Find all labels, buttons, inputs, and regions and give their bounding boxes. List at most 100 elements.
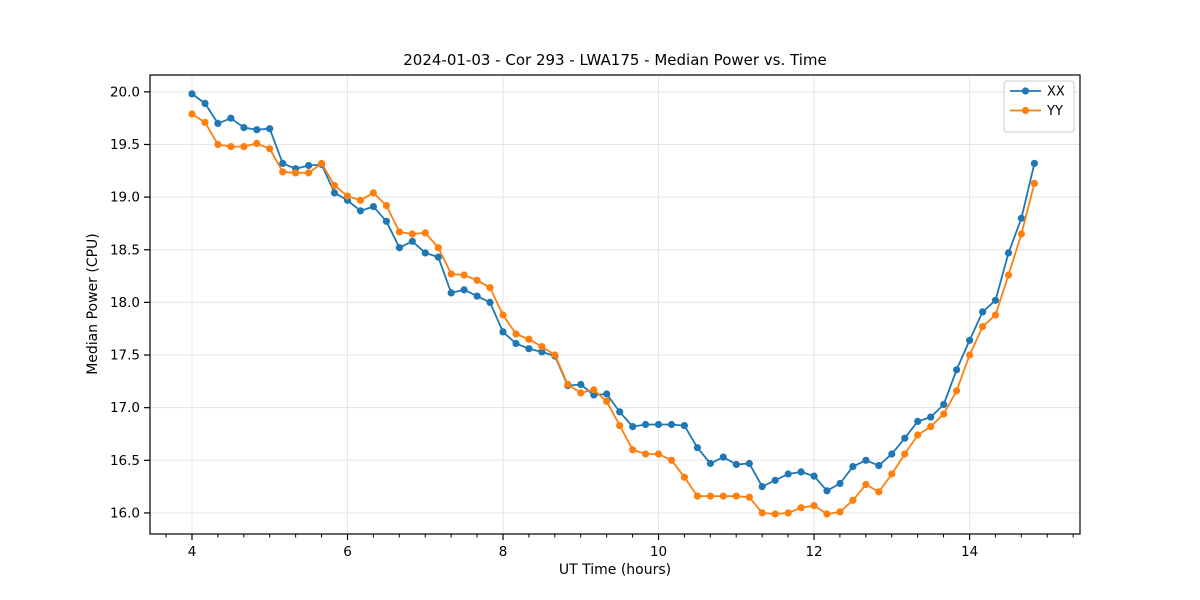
data-point — [434, 244, 442, 252]
data-point — [719, 492, 727, 500]
data-point — [979, 323, 987, 331]
data-point — [460, 286, 468, 294]
data-point — [525, 345, 533, 353]
y-tick-label: 19.0 — [110, 190, 140, 206]
data-point — [784, 470, 792, 478]
data-point — [499, 328, 507, 336]
legend-box — [1003, 80, 1075, 133]
data-point — [551, 351, 559, 359]
data-point — [654, 450, 663, 458]
data-point — [266, 145, 274, 153]
data-point — [758, 509, 766, 517]
data-point — [888, 470, 896, 478]
data-point — [214, 140, 222, 149]
data-point — [914, 431, 922, 439]
data-point — [240, 143, 248, 151]
data-point — [214, 119, 222, 127]
y-tick-label: 20.0 — [110, 84, 140, 100]
data-point — [901, 450, 909, 458]
y-axis-label: Median Power (CPU) — [85, 233, 101, 375]
data-point — [654, 420, 663, 429]
data-point — [862, 480, 870, 489]
y-tick-label: 18.0 — [110, 295, 140, 311]
data-point — [486, 298, 494, 306]
x-tick-label: 12 — [805, 544, 822, 560]
data-point — [693, 444, 702, 452]
data-point — [836, 508, 844, 516]
data-point — [590, 391, 598, 399]
data-point — [991, 311, 1000, 319]
data-point — [810, 502, 818, 510]
data-point — [732, 460, 740, 469]
legend-marker — [1021, 106, 1030, 115]
data-point — [603, 390, 611, 398]
data-point — [434, 253, 442, 261]
data-point — [680, 473, 689, 481]
data-point — [356, 207, 365, 215]
y-tick-label: 16.0 — [110, 505, 140, 521]
data-point — [292, 169, 300, 177]
data-point — [771, 476, 779, 484]
data-point — [447, 270, 455, 278]
series-YY — [188, 110, 1038, 518]
data-point — [343, 192, 352, 200]
data-point — [849, 463, 857, 471]
data-point — [538, 348, 546, 356]
legend-marker — [1021, 87, 1030, 95]
data-point — [330, 181, 339, 190]
data-point — [1017, 230, 1025, 238]
data-point — [616, 408, 624, 416]
legend-label: XX — [1047, 85, 1065, 100]
data-point — [862, 456, 870, 464]
series-line-YY — [191, 113, 1036, 515]
data-point — [603, 397, 611, 405]
data-point — [395, 244, 403, 252]
x-tick-label: 4 — [188, 544, 197, 560]
data-point — [408, 230, 416, 238]
y-tick-label: 16.5 — [110, 453, 140, 469]
data-point — [927, 413, 935, 421]
data-point — [642, 420, 650, 429]
data-point — [616, 422, 624, 430]
data-point — [1017, 214, 1025, 222]
data-point — [421, 249, 429, 257]
data-point — [680, 422, 689, 430]
data-point — [421, 229, 429, 237]
legend-label: YY — [1046, 104, 1063, 119]
data-point — [797, 504, 805, 512]
data-point — [629, 423, 637, 431]
data-point — [771, 510, 779, 518]
data-point — [577, 389, 585, 397]
data-point — [240, 124, 248, 132]
data-point — [849, 496, 857, 504]
data-point — [784, 509, 792, 517]
data-point — [188, 110, 196, 118]
data-point — [758, 483, 766, 491]
data-point — [875, 488, 883, 496]
data-point — [1030, 179, 1038, 187]
data-point — [318, 159, 326, 167]
data-point — [253, 126, 261, 134]
data-point — [564, 380, 572, 389]
data-point — [966, 351, 974, 359]
y-tick-label: 18.5 — [110, 242, 140, 258]
data-point — [914, 417, 922, 425]
y-tick-labels: 16.0 16.5 17.0 17.5 18.0 18.5 19.0 19.5 20.0 — [110, 84, 140, 521]
data-point — [460, 271, 468, 279]
x-tick-label: 14 — [961, 544, 978, 560]
data-point — [369, 203, 377, 211]
data-point — [1004, 249, 1013, 257]
data-point — [940, 410, 948, 418]
x-axis-label: UT Time (hours) — [559, 562, 671, 578]
data-point — [447, 289, 455, 297]
data-point — [875, 462, 883, 470]
data-point — [538, 343, 546, 351]
data-point — [201, 99, 209, 107]
chart-title: 2024-01-03 - Cor 293 - LWA175 - Median P… — [403, 51, 827, 69]
data-point — [966, 336, 974, 344]
data-point — [823, 487, 831, 495]
data-point — [512, 330, 520, 338]
y-tick-label: 17.5 — [110, 348, 140, 364]
